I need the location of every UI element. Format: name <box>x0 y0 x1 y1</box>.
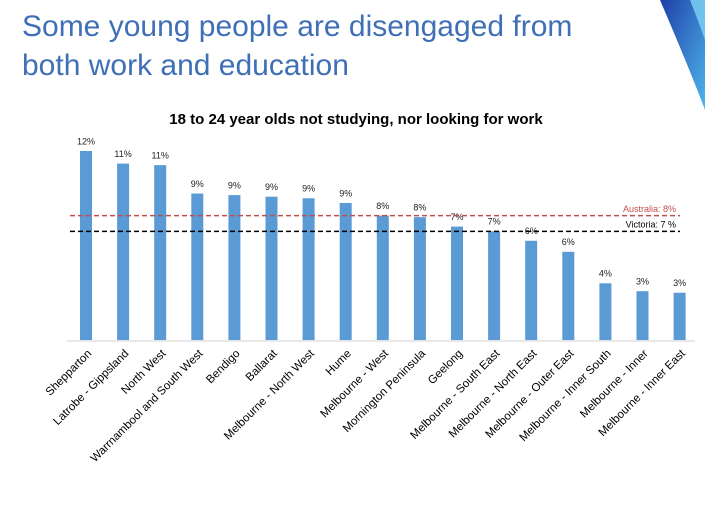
decoration <box>690 0 705 40</box>
bar <box>525 240 538 340</box>
bar <box>191 193 204 340</box>
bar <box>265 196 278 340</box>
x-tick-label: Melbourne - West <box>319 347 392 420</box>
data-label: 6% <box>525 226 538 236</box>
bar <box>339 202 352 340</box>
data-label: 7% <box>450 212 463 222</box>
bar <box>636 291 649 340</box>
data-label: 8% <box>376 201 389 211</box>
data-label: 9% <box>191 179 204 189</box>
bar <box>599 283 612 340</box>
bar <box>376 215 389 340</box>
x-tick-label: Bendigo <box>204 348 242 386</box>
data-label: 4% <box>599 269 612 279</box>
data-label: 6% <box>562 237 575 247</box>
bar <box>154 165 167 340</box>
slide-title: Some young people are disengaged from <box>22 10 573 43</box>
bar <box>673 292 686 340</box>
chart-title: 18 to 24 year olds not studying, nor loo… <box>169 111 543 128</box>
bar <box>228 195 241 340</box>
data-label: 11% <box>114 149 131 159</box>
data-label: 9% <box>265 182 278 192</box>
data-label: 9% <box>339 188 352 198</box>
data-label: 11% <box>152 151 169 161</box>
data-label: 7% <box>488 217 501 227</box>
bar <box>562 251 575 340</box>
bar <box>413 217 426 340</box>
x-tick-label: Ballarat <box>244 347 281 384</box>
reference-label: Victoria: 7 % <box>626 220 676 230</box>
x-tick-label: Hume <box>324 348 354 378</box>
bar <box>117 163 130 340</box>
bar <box>451 226 463 340</box>
data-label: 9% <box>302 184 315 194</box>
bar <box>80 151 92 340</box>
bar <box>302 198 315 340</box>
slide-title: both work and education <box>22 49 349 82</box>
data-label: 8% <box>413 203 426 213</box>
reference-label: Australia: 8% <box>623 204 676 214</box>
data-label: 12% <box>77 136 95 146</box>
data-label: 3% <box>636 277 649 287</box>
bar <box>488 231 501 340</box>
data-label: 9% <box>228 180 241 190</box>
x-tick-label: Melbourne - Inner <box>578 348 651 421</box>
data-label: 3% <box>673 278 686 288</box>
decoration <box>660 0 705 110</box>
